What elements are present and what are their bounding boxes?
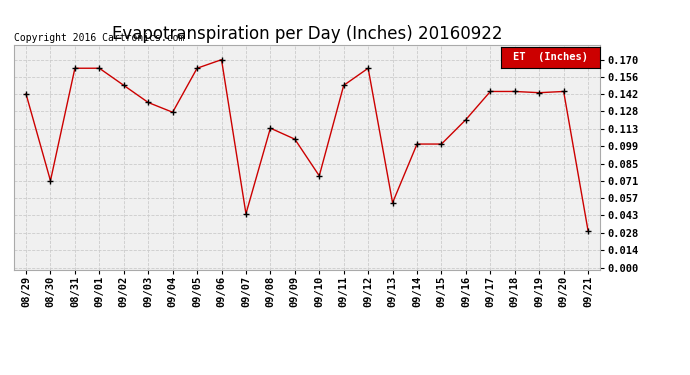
- Title: Evapotranspiration per Day (Inches) 20160922: Evapotranspiration per Day (Inches) 2016…: [112, 26, 502, 44]
- Text: Copyright 2016 Cartronics.com: Copyright 2016 Cartronics.com: [14, 33, 184, 43]
